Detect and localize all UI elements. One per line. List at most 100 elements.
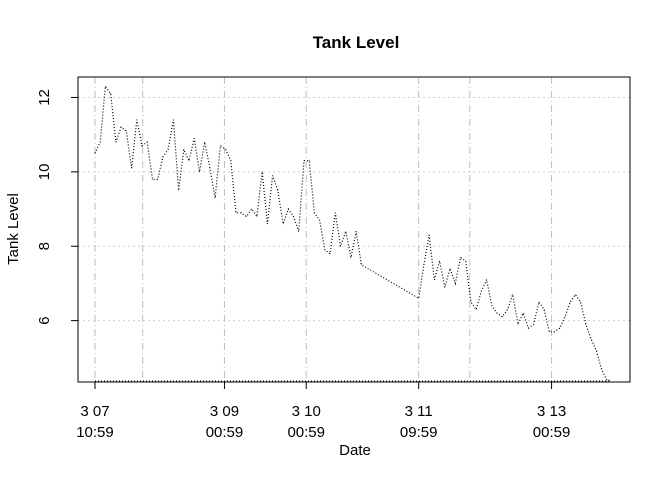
data-point (115, 141, 117, 143)
data-point (496, 312, 498, 314)
data-point (173, 119, 174, 121)
data-point (303, 160, 305, 162)
data-point (575, 294, 576, 295)
data-point (507, 309, 508, 310)
data-point (345, 231, 347, 232)
x-axis: 3 07 10:59 3 09 00:59 3 10 00:59 3 11 09:59 3 13… (76, 382, 570, 441)
data-point (439, 260, 440, 262)
data-point (94, 152, 96, 154)
data-point (136, 119, 138, 121)
data-point (178, 190, 180, 191)
data-point (167, 149, 169, 150)
data-point (146, 141, 148, 143)
y-tick-label: 10 (36, 164, 53, 181)
series-line (94, 84, 610, 381)
data-point (454, 283, 456, 284)
data-point (162, 156, 164, 158)
data-point (548, 331, 550, 333)
data-point (564, 316, 566, 318)
data-point (204, 141, 206, 143)
chart-title: Tank Level (313, 33, 400, 52)
data-point (125, 130, 127, 132)
data-point (606, 379, 608, 381)
x-tick-label-time: 00:59 (206, 424, 244, 441)
data-point (256, 216, 258, 217)
data-point (334, 212, 336, 214)
data-point (293, 216, 294, 217)
data-point (475, 309, 477, 310)
data-point (601, 368, 602, 370)
data-point (595, 350, 597, 351)
data-point (282, 223, 284, 225)
x-tick-label-time: 10:59 (76, 424, 114, 441)
data-point (261, 171, 263, 173)
data-point (152, 178, 153, 180)
data-point (434, 279, 435, 281)
data-point (277, 190, 279, 191)
data-point (214, 197, 216, 199)
data-point (225, 149, 227, 150)
data-point (188, 160, 190, 162)
x-tick-label-time: 09:59 (400, 424, 438, 441)
data-point (465, 260, 467, 262)
data-point (99, 141, 101, 143)
data-point (559, 327, 561, 329)
data-point (199, 171, 200, 173)
data-point (157, 178, 159, 180)
data-point (538, 301, 540, 303)
data-point (580, 301, 581, 303)
data-point (314, 212, 315, 214)
data-point (246, 216, 247, 217)
data-point (590, 338, 592, 340)
data-point (240, 212, 242, 214)
data-point (609, 379, 610, 381)
data-point (298, 231, 300, 232)
data-point (209, 167, 211, 169)
data-point (517, 323, 519, 325)
data-point (329, 253, 331, 255)
data-point (220, 145, 221, 147)
x-tick-label-date: 3 11 (405, 403, 433, 420)
x-axis-label: Date (339, 442, 371, 459)
x-tick-label-time: 00:59 (533, 424, 571, 441)
y-tick-label: 6 (36, 316, 53, 324)
data-point (533, 323, 534, 325)
data-point (460, 257, 461, 258)
data-point (267, 223, 268, 225)
data-point (481, 290, 482, 292)
data-point (512, 294, 514, 295)
y-tick-label: 8 (36, 242, 53, 250)
data-point (361, 264, 362, 266)
data-point (131, 167, 133, 169)
data-point (423, 264, 425, 266)
data-point (444, 286, 446, 288)
data-point (110, 93, 112, 95)
data-point (569, 301, 571, 303)
data-point (355, 231, 357, 232)
data-point (418, 297, 420, 299)
data-point (543, 309, 545, 310)
data-point (183, 149, 185, 150)
data-point (235, 212, 237, 214)
data-point (319, 219, 320, 221)
data-point (141, 145, 143, 147)
data-point (120, 126, 122, 128)
plot-frame (77, 76, 631, 383)
data-point (340, 245, 341, 247)
x-tick-label-date: 3 10 (292, 403, 321, 420)
data-point (522, 312, 524, 314)
grid (78, 77, 631, 382)
y-axis-label: Tank Level (5, 193, 22, 265)
x-tick-label-time: 00:59 (287, 424, 325, 441)
y-axis: 6 8 10 12 (36, 89, 78, 325)
series-layer (94, 84, 610, 382)
data-point (287, 208, 289, 210)
data-point (308, 160, 310, 162)
data-point (230, 160, 232, 162)
data-point (501, 316, 503, 318)
data-point (528, 327, 529, 329)
y-tick-label: 12 (36, 89, 53, 106)
data-point (491, 305, 493, 307)
data-point (554, 331, 555, 333)
